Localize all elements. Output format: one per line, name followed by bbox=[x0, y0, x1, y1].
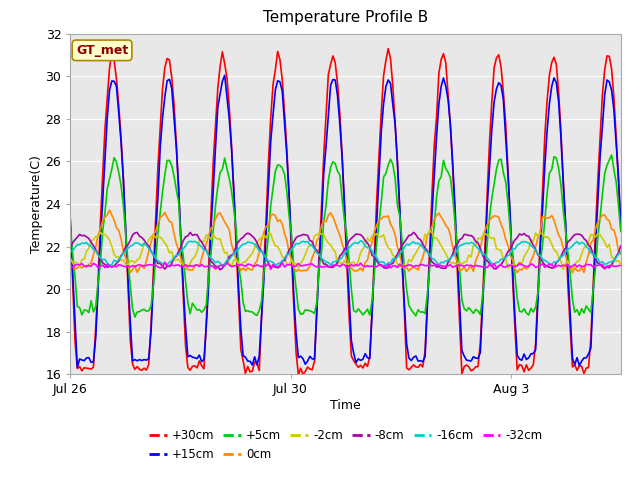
-32cm bbox=[104, 262, 111, 267]
-2cm bbox=[90, 237, 97, 242]
-32cm bbox=[161, 259, 169, 265]
+15cm bbox=[156, 144, 164, 150]
-32cm bbox=[267, 266, 275, 272]
0cm bbox=[582, 259, 590, 264]
-16cm bbox=[154, 258, 162, 264]
+30cm bbox=[617, 226, 625, 231]
-8cm bbox=[255, 245, 263, 251]
+30cm bbox=[253, 360, 260, 366]
-16cm bbox=[617, 249, 625, 255]
-8cm bbox=[617, 243, 625, 249]
-2cm bbox=[582, 243, 590, 249]
0cm bbox=[433, 213, 440, 218]
0cm bbox=[255, 249, 263, 255]
+5cm bbox=[580, 310, 588, 316]
Line: +15cm: +15cm bbox=[70, 75, 621, 367]
Line: +30cm: +30cm bbox=[70, 48, 621, 375]
-32cm bbox=[67, 263, 74, 268]
-2cm bbox=[67, 257, 74, 263]
Line: -8cm: -8cm bbox=[70, 232, 621, 270]
-16cm bbox=[435, 262, 443, 268]
0cm bbox=[617, 251, 625, 257]
Text: GT_met: GT_met bbox=[76, 44, 128, 57]
-2cm bbox=[433, 235, 440, 241]
-16cm bbox=[255, 248, 263, 253]
Legend: +30cm, +15cm, +5cm, 0cm, -2cm, -8cm, -16cm, -32cm: +30cm, +15cm, +5cm, 0cm, -2cm, -8cm, -16… bbox=[144, 425, 547, 466]
-8cm bbox=[154, 261, 162, 266]
0cm bbox=[67, 255, 74, 261]
+30cm bbox=[385, 46, 392, 51]
Line: -16cm: -16cm bbox=[70, 241, 621, 266]
Line: -2cm: -2cm bbox=[70, 230, 621, 270]
-16cm bbox=[218, 263, 226, 269]
+5cm bbox=[156, 209, 164, 215]
-8cm bbox=[410, 229, 417, 235]
-16cm bbox=[90, 247, 97, 252]
+30cm bbox=[435, 71, 443, 76]
+30cm bbox=[104, 95, 111, 100]
+15cm bbox=[67, 217, 74, 223]
+5cm bbox=[67, 223, 74, 229]
-8cm bbox=[104, 264, 111, 270]
-32cm bbox=[90, 261, 97, 266]
+5cm bbox=[131, 314, 139, 320]
-32cm bbox=[154, 264, 162, 270]
+15cm bbox=[582, 355, 590, 360]
0cm bbox=[568, 270, 576, 276]
Line: 0cm: 0cm bbox=[70, 210, 621, 273]
-2cm bbox=[154, 232, 162, 238]
+30cm bbox=[294, 372, 302, 378]
+5cm bbox=[255, 308, 263, 313]
-8cm bbox=[582, 238, 590, 243]
+15cm bbox=[106, 87, 113, 93]
-16cm bbox=[356, 238, 364, 244]
+5cm bbox=[90, 309, 97, 315]
+15cm bbox=[92, 335, 100, 341]
+30cm bbox=[154, 164, 162, 170]
-2cm bbox=[568, 267, 576, 273]
-8cm bbox=[435, 264, 443, 269]
0cm bbox=[90, 252, 97, 257]
+15cm bbox=[617, 222, 625, 228]
-32cm bbox=[617, 263, 625, 268]
-16cm bbox=[104, 260, 111, 266]
-8cm bbox=[216, 267, 224, 273]
+15cm bbox=[221, 72, 228, 78]
+15cm bbox=[74, 364, 81, 370]
+15cm bbox=[258, 314, 266, 320]
-2cm bbox=[104, 234, 111, 240]
-2cm bbox=[253, 240, 260, 246]
-2cm bbox=[426, 228, 433, 233]
+15cm bbox=[435, 101, 443, 107]
+30cm bbox=[67, 225, 74, 230]
-8cm bbox=[67, 245, 74, 251]
+5cm bbox=[104, 186, 111, 192]
Line: +5cm: +5cm bbox=[70, 155, 621, 317]
-16cm bbox=[67, 249, 74, 255]
Line: -32cm: -32cm bbox=[70, 262, 621, 269]
0cm bbox=[106, 207, 113, 213]
-16cm bbox=[582, 244, 590, 250]
+30cm bbox=[90, 364, 97, 370]
+5cm bbox=[433, 194, 440, 200]
-8cm bbox=[90, 243, 97, 249]
X-axis label: Time: Time bbox=[330, 399, 361, 412]
Title: Temperature Profile B: Temperature Profile B bbox=[263, 11, 428, 25]
-32cm bbox=[435, 263, 443, 268]
-2cm bbox=[617, 261, 625, 267]
+30cm bbox=[582, 365, 590, 371]
-32cm bbox=[582, 262, 590, 267]
+5cm bbox=[617, 228, 625, 234]
-32cm bbox=[255, 263, 263, 269]
+5cm bbox=[608, 152, 616, 158]
Y-axis label: Temperature(C): Temperature(C) bbox=[29, 155, 43, 253]
0cm bbox=[104, 212, 111, 218]
0cm bbox=[156, 215, 164, 220]
